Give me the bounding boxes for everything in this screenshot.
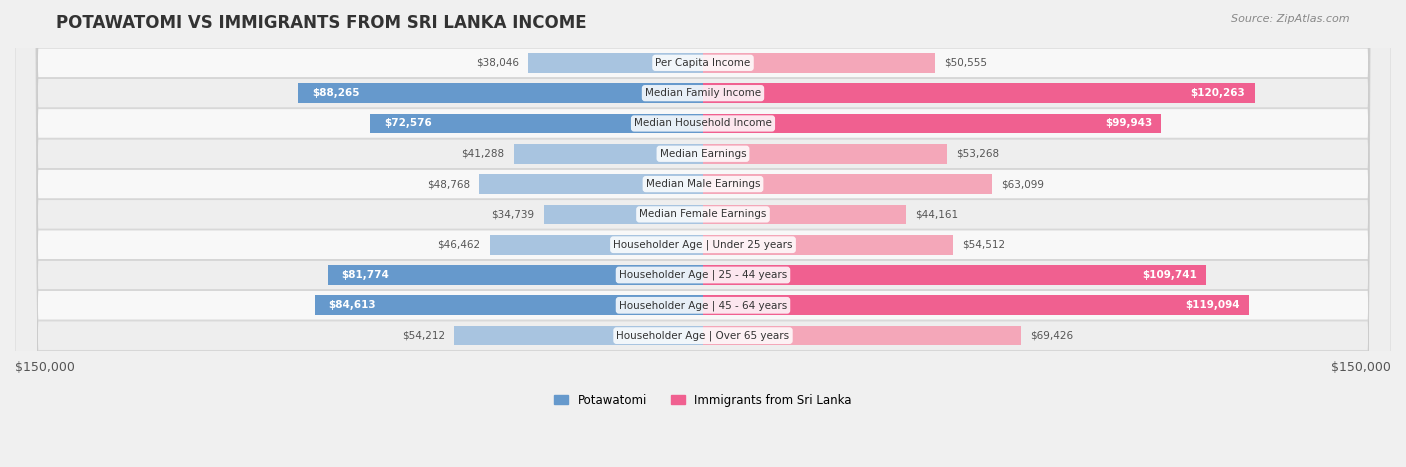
Text: Median Family Income: Median Family Income [645,88,761,98]
Bar [544,205,703,224]
Text: $38,046: $38,046 [477,58,519,68]
Text: Per Capita Income: Per Capita Income [655,58,751,68]
Text: $54,212: $54,212 [402,331,446,340]
Text: $53,268: $53,268 [956,149,1000,159]
Text: $63,099: $63,099 [1001,179,1045,189]
Text: $109,741: $109,741 [1142,270,1197,280]
Text: Median Female Earnings: Median Female Earnings [640,209,766,219]
Text: $84,613: $84,613 [329,300,377,310]
Text: $41,288: $41,288 [461,149,505,159]
Text: $46,462: $46,462 [437,240,481,250]
Text: Median Household Income: Median Household Income [634,119,772,128]
Text: POTAWATOMI VS IMMIGRANTS FROM SRI LANKA INCOME: POTAWATOMI VS IMMIGRANTS FROM SRI LANKA … [56,14,586,32]
Text: $150,000: $150,000 [15,361,75,375]
Bar [703,205,905,224]
Bar [703,113,1161,133]
Text: $81,774: $81,774 [342,270,389,280]
FancyBboxPatch shape [15,0,1391,467]
Text: Source: ZipAtlas.com: Source: ZipAtlas.com [1232,14,1350,24]
FancyBboxPatch shape [15,0,1391,467]
Text: Median Earnings: Median Earnings [659,149,747,159]
FancyBboxPatch shape [15,0,1391,467]
Text: $72,576: $72,576 [384,119,432,128]
Text: Householder Age | Under 25 years: Householder Age | Under 25 years [613,240,793,250]
Bar [703,296,1250,315]
Bar [328,265,703,285]
Text: Householder Age | 45 - 64 years: Householder Age | 45 - 64 years [619,300,787,311]
Bar [703,53,935,73]
FancyBboxPatch shape [15,0,1391,467]
Bar [529,53,703,73]
Text: $54,512: $54,512 [962,240,1005,250]
Bar [703,326,1021,346]
Text: Householder Age | Over 65 years: Householder Age | Over 65 years [616,330,790,341]
Text: $99,943: $99,943 [1105,119,1153,128]
FancyBboxPatch shape [15,0,1391,467]
Text: $44,161: $44,161 [915,209,957,219]
Bar [703,174,993,194]
Bar [454,326,703,346]
Text: $34,739: $34,739 [491,209,534,219]
FancyBboxPatch shape [15,0,1391,467]
Bar [703,265,1206,285]
Bar [370,113,703,133]
Text: $88,265: $88,265 [312,88,360,98]
Text: Median Male Earnings: Median Male Earnings [645,179,761,189]
Text: $69,426: $69,426 [1031,331,1074,340]
Legend: Potawatomi, Immigrants from Sri Lanka: Potawatomi, Immigrants from Sri Lanka [550,389,856,411]
Text: $50,555: $50,555 [943,58,987,68]
FancyBboxPatch shape [15,0,1391,467]
Text: $150,000: $150,000 [1331,361,1391,375]
Bar [703,235,953,255]
FancyBboxPatch shape [15,0,1391,467]
Text: Householder Age | 25 - 44 years: Householder Age | 25 - 44 years [619,270,787,280]
Bar [513,144,703,163]
Text: $120,263: $120,263 [1191,88,1246,98]
Bar [315,296,703,315]
Text: $48,768: $48,768 [427,179,470,189]
Text: $119,094: $119,094 [1185,300,1240,310]
Bar [703,144,948,163]
Bar [298,83,703,103]
Bar [489,235,703,255]
FancyBboxPatch shape [15,0,1391,467]
Bar [703,83,1254,103]
Bar [479,174,703,194]
FancyBboxPatch shape [15,0,1391,467]
